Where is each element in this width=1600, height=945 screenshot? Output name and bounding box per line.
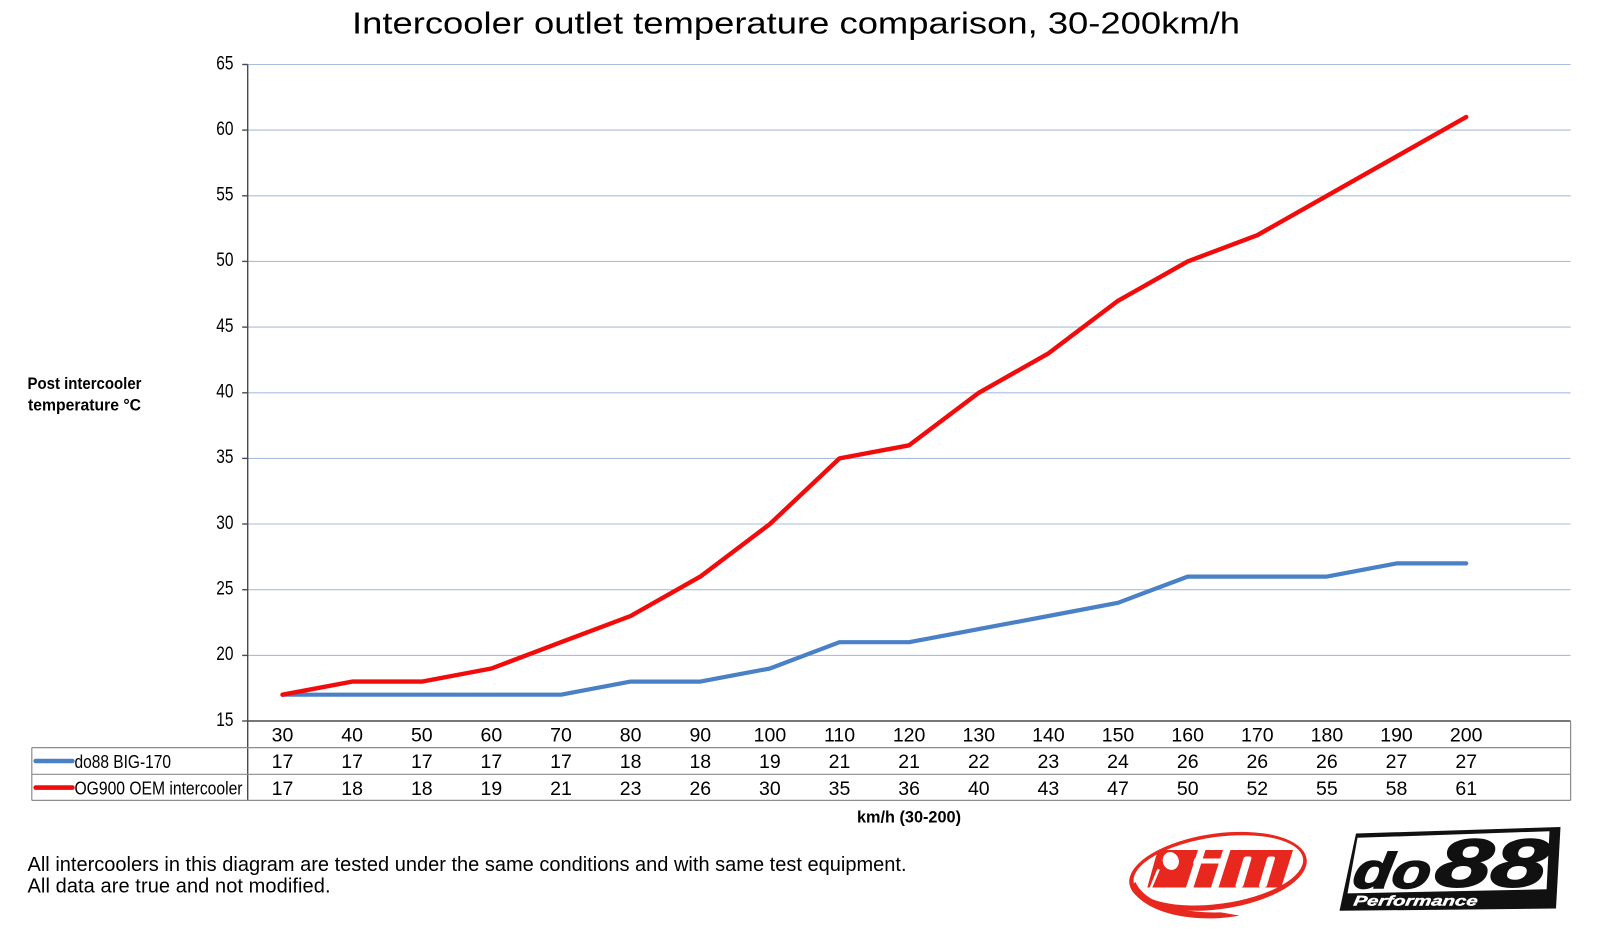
svg-text:190: 190 (1380, 725, 1413, 747)
svg-text:Post intercooler: Post intercooler (28, 375, 143, 393)
svg-text:do: do (1350, 842, 1436, 899)
svg-text:15: 15 (216, 709, 233, 731)
svg-text:58: 58 (1386, 778, 1408, 800)
svg-text:45: 45 (216, 315, 233, 337)
svg-text:27: 27 (1455, 751, 1477, 773)
svg-text:160: 160 (1171, 725, 1204, 747)
svg-text:23: 23 (620, 778, 642, 800)
svg-text:19: 19 (481, 778, 503, 800)
svg-text:21: 21 (550, 778, 572, 800)
svg-text:47: 47 (1107, 778, 1129, 800)
svg-text:22: 22 (968, 751, 990, 773)
svg-text:55: 55 (1316, 778, 1338, 800)
svg-text:17: 17 (481, 751, 503, 773)
svg-text:19: 19 (759, 751, 781, 773)
svg-text:do88 BIG-170: do88 BIG-170 (75, 752, 172, 772)
svg-text:23: 23 (1038, 751, 1060, 773)
svg-text:40: 40 (341, 725, 363, 747)
svg-text:80: 80 (620, 725, 642, 747)
svg-text:30: 30 (272, 725, 294, 747)
svg-text:Intercooler outlet temperature: Intercooler outlet temperature compariso… (352, 6, 1240, 41)
svg-text:24: 24 (1107, 751, 1129, 773)
svg-text:150: 150 (1102, 725, 1135, 747)
svg-text:43: 43 (1038, 778, 1060, 800)
svg-text:27: 27 (1386, 751, 1408, 773)
svg-text:26: 26 (689, 778, 711, 800)
svg-text:km/h (30-200): km/h (30-200) (857, 808, 961, 827)
svg-text:18: 18 (341, 778, 363, 800)
svg-text:18: 18 (411, 778, 433, 800)
svg-text:88: 88 (1431, 826, 1554, 902)
svg-text:90: 90 (689, 725, 711, 747)
svg-text:26: 26 (1246, 751, 1268, 773)
svg-text:17: 17 (272, 751, 294, 773)
svg-text:200: 200 (1450, 725, 1483, 747)
svg-text:26: 26 (1177, 751, 1199, 773)
svg-text:17: 17 (411, 751, 433, 773)
svg-text:110: 110 (824, 725, 855, 747)
svg-text:60: 60 (481, 725, 503, 747)
svg-text:18: 18 (689, 751, 711, 773)
svg-text:30: 30 (216, 512, 233, 534)
svg-text:100: 100 (754, 725, 787, 747)
svg-text:25: 25 (216, 578, 233, 600)
svg-text:17: 17 (341, 751, 363, 773)
svg-text:140: 140 (1032, 725, 1065, 747)
svg-text:60: 60 (216, 118, 233, 140)
svg-text:52: 52 (1246, 778, 1268, 800)
svg-text:21: 21 (898, 751, 920, 773)
svg-text:50: 50 (216, 249, 233, 271)
svg-text:65: 65 (216, 52, 233, 74)
svg-text:70: 70 (550, 725, 572, 747)
svg-text:OG900 OEM intercooler: OG900 OEM intercooler (75, 778, 243, 798)
svg-text:17: 17 (550, 751, 572, 773)
svg-text:130: 130 (963, 725, 996, 747)
svg-text:17: 17 (272, 778, 294, 800)
svg-text:120: 120 (893, 725, 926, 747)
svg-text:40: 40 (968, 778, 990, 800)
svg-text:temperature °C: temperature °C (28, 397, 141, 415)
svg-text:55: 55 (216, 184, 233, 206)
svg-text:61: 61 (1455, 778, 1477, 800)
svg-text:50: 50 (411, 725, 433, 747)
svg-text:35: 35 (216, 446, 233, 468)
svg-text:26: 26 (1316, 751, 1338, 773)
svg-text:40: 40 (216, 381, 233, 403)
svg-text:180: 180 (1311, 725, 1344, 747)
svg-text:Performance: Performance (1353, 893, 1480, 909)
svg-text:All data are true and not modi: All data are true and not modified. (28, 875, 331, 897)
svg-text:170: 170 (1241, 725, 1274, 747)
svg-text:35: 35 (829, 778, 851, 800)
svg-text:20: 20 (216, 643, 233, 665)
svg-text:All intercoolers in this diagr: All intercoolers in this diagram are tes… (28, 854, 907, 876)
svg-text:30: 30 (759, 778, 781, 800)
svg-text:36: 36 (898, 778, 920, 800)
svg-text:50: 50 (1177, 778, 1199, 800)
svg-text:18: 18 (620, 751, 642, 773)
svg-text:21: 21 (829, 751, 851, 773)
